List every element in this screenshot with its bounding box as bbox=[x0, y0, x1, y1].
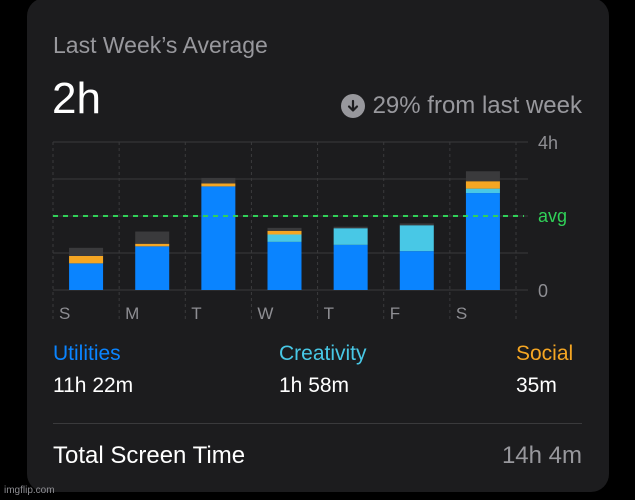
legend-creativity-label: Creativity bbox=[279, 342, 367, 365]
card-title: Last Week’s Average bbox=[53, 32, 268, 58]
bar-segment-social bbox=[135, 243, 170, 247]
bar-segment-other bbox=[465, 171, 500, 182]
bar-segment-other bbox=[333, 226, 368, 229]
day-label: T bbox=[191, 304, 201, 323]
y-tick-label: 4h bbox=[538, 133, 558, 153]
bar-segment-creativity bbox=[465, 188, 500, 194]
day-label: S bbox=[59, 304, 70, 323]
y-tick-label: 0 bbox=[538, 281, 548, 301]
legend-utilities-value: 11h 22m bbox=[53, 374, 134, 397]
bar-segment-creativity bbox=[399, 225, 434, 252]
average-value: 2h bbox=[52, 74, 101, 123]
average-label: avg bbox=[538, 206, 567, 226]
legend-creativity-value: 1h 58m bbox=[279, 374, 350, 397]
bar-segment-other bbox=[201, 177, 236, 184]
bar-segment-social bbox=[465, 181, 500, 189]
total-screen-time-label: Total Screen Time bbox=[53, 442, 246, 469]
weekly-change-text: 29% from last week bbox=[372, 92, 582, 119]
bar-segment-other bbox=[267, 227, 302, 231]
bar-segment-utilities bbox=[399, 251, 434, 290]
bar-segment-utilities bbox=[135, 246, 170, 290]
day-label: T bbox=[324, 304, 334, 323]
day-label: S bbox=[456, 304, 467, 323]
bar-segment-social bbox=[267, 230, 302, 235]
bar-segment-utilities bbox=[201, 186, 236, 290]
bar-segment-utilities bbox=[69, 263, 104, 290]
bar-segment-other bbox=[399, 223, 434, 226]
bar-segment-utilities bbox=[333, 244, 368, 290]
weekly-change: 29% from last week bbox=[340, 92, 582, 120]
day-label: W bbox=[257, 304, 273, 323]
day-label: F bbox=[390, 304, 400, 323]
total-screen-time-value: 14h 4m bbox=[501, 442, 582, 469]
legend-utilities-label: Utilities bbox=[53, 342, 121, 365]
legend-social-value: 35m bbox=[516, 374, 557, 397]
bar-segment-creativity bbox=[333, 228, 368, 245]
bar-segment-utilities bbox=[465, 193, 500, 290]
arrow-down-circle-icon bbox=[340, 94, 365, 118]
bar-segment-social bbox=[69, 255, 104, 264]
bar-segment-other bbox=[135, 231, 170, 244]
divider bbox=[53, 423, 582, 424]
bar-segment-other bbox=[69, 247, 104, 256]
bar-segment-creativity bbox=[267, 234, 302, 242]
bar-segment-utilities bbox=[267, 241, 302, 290]
legend-social-label: Social bbox=[516, 342, 574, 365]
day-label: M bbox=[125, 304, 139, 323]
watermark: imgflip.com bbox=[4, 485, 55, 496]
bar-segment-social bbox=[201, 183, 236, 187]
